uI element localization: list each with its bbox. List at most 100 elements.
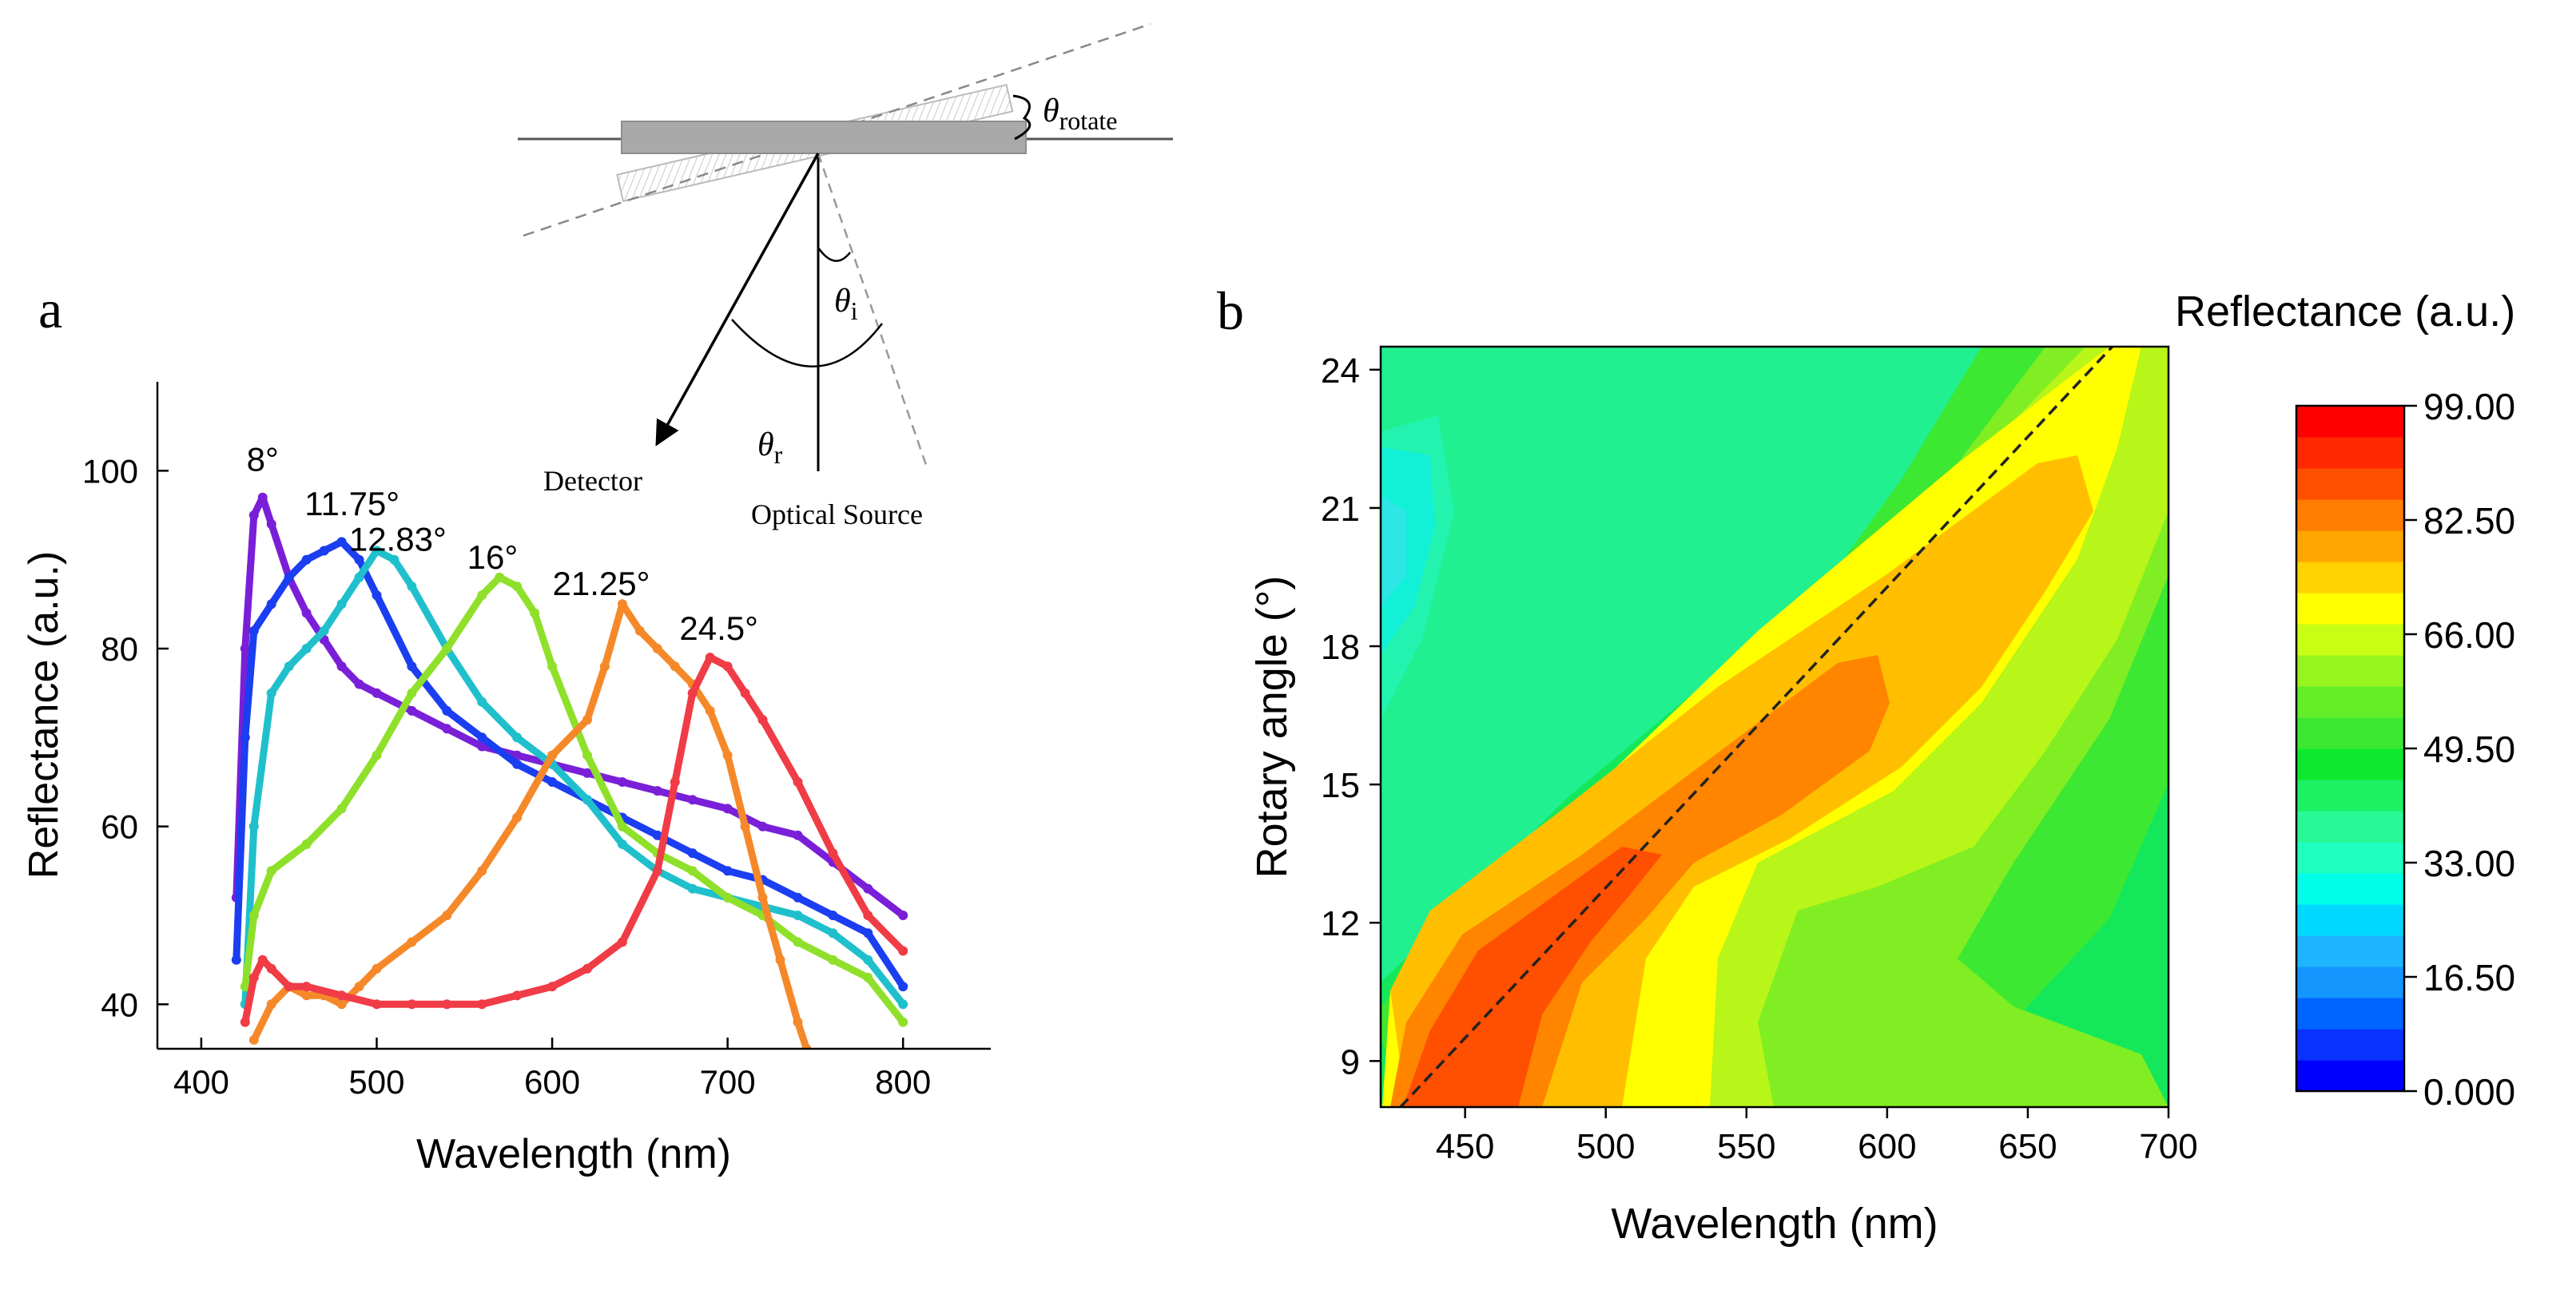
- data-point: [863, 972, 873, 982]
- colorbar-tick-label: 99.00: [2423, 386, 2515, 427]
- series-line: [233, 494, 907, 919]
- x-tick-label: 550: [1717, 1127, 1775, 1166]
- data-point: [301, 554, 312, 565]
- detector-label: Detector: [543, 465, 642, 497]
- colorbar-band: [2296, 998, 2404, 1030]
- y-tick-label: 100: [82, 452, 138, 490]
- colorbar-band: [2296, 437, 2404, 469]
- data-point: [617, 839, 627, 849]
- data-point: [477, 741, 487, 752]
- data-point: [266, 688, 276, 698]
- x-tick-label: 500: [348, 1063, 404, 1101]
- data-point: [248, 1034, 259, 1045]
- theta-i-label: θi: [834, 283, 858, 325]
- data-point: [266, 866, 276, 876]
- data-point: [266, 999, 276, 1010]
- data-point: [336, 999, 347, 1010]
- colorbar-band: [2296, 530, 2404, 562]
- data-point: [617, 599, 627, 609]
- data-point: [442, 705, 452, 716]
- colorbar-band: [2296, 1029, 2404, 1061]
- y-tick-label: 9: [1341, 1042, 1360, 1082]
- colorbar-band: [2296, 1060, 2404, 1092]
- data-point: [547, 777, 558, 787]
- data-point: [652, 786, 662, 796]
- colorbar-band: [2296, 686, 2404, 718]
- data-point: [599, 661, 610, 672]
- data-point: [512, 732, 523, 743]
- source-beam-dashed: [817, 153, 928, 468]
- data-point: [372, 546, 382, 556]
- colorbar-band: [2296, 935, 2404, 967]
- data-point: [687, 688, 698, 698]
- colorbar-band: [2296, 468, 2404, 500]
- data-point: [687, 795, 698, 805]
- x-tick-label: 650: [1998, 1127, 2057, 1166]
- data-point: [652, 866, 662, 876]
- data-point: [354, 572, 364, 582]
- data-point: [319, 546, 329, 556]
- data-point: [793, 937, 803, 947]
- data-point: [775, 955, 785, 965]
- colorbar-band: [2296, 593, 2404, 625]
- colorbar-band: [2296, 811, 2404, 843]
- contour-level: [1403, 847, 1662, 1107]
- data-point: [301, 982, 312, 992]
- theta-rotate-label: θrotate: [1043, 93, 1117, 135]
- x-tick-label: 700: [700, 1063, 756, 1101]
- data-point: [722, 866, 733, 876]
- x-tick-label: 800: [875, 1063, 931, 1101]
- data-point: [722, 804, 733, 814]
- panel-a: a 8° 11.75°12.83° 16° 21.25° 24.5° 400 500 600…: [21, 279, 991, 1177]
- data-point: [354, 679, 364, 689]
- colorbar-tick-label: 49.50: [2423, 728, 2515, 770]
- data-point: [266, 963, 276, 974]
- data-point: [617, 777, 627, 787]
- data-point: [336, 804, 347, 814]
- data-point: [687, 848, 698, 859]
- colorbar-band: [2296, 499, 2404, 531]
- data-point: [512, 750, 523, 760]
- data-point: [301, 644, 312, 653]
- colorbar-band: [2296, 967, 2404, 998]
- data-point: [722, 750, 733, 760]
- data-point: [336, 537, 347, 547]
- x-tick-label: 400: [173, 1063, 229, 1101]
- x-tick-label: 600: [524, 1063, 580, 1101]
- data-point: [477, 697, 487, 707]
- series-label: 24.5°: [679, 609, 758, 647]
- colorbar-band: [2296, 562, 2404, 593]
- series-label: 12.83°: [349, 521, 447, 558]
- y-tick-label: 80: [101, 630, 138, 668]
- panel-b-x-ticks: 450 500 550 600 650 700: [1436, 1107, 2198, 1166]
- data-point: [547, 750, 558, 760]
- colorbar-band: [2296, 748, 2404, 780]
- data-point: [407, 661, 417, 672]
- data-point: [582, 768, 592, 778]
- data-point: [863, 883, 873, 894]
- data-point: [722, 661, 733, 672]
- colorbar-bands: [2296, 406, 2404, 1092]
- data-point: [722, 892, 733, 903]
- data-point: [652, 830, 662, 840]
- data-point: [757, 715, 768, 725]
- data-point: [442, 644, 452, 653]
- sample-plate: [621, 121, 1027, 154]
- data-point: [372, 750, 382, 760]
- data-point: [336, 599, 347, 609]
- data-point: [257, 955, 268, 965]
- data-point: [354, 554, 364, 565]
- data-point: [248, 972, 259, 982]
- data-point: [801, 1044, 812, 1049]
- data-point: [582, 963, 592, 974]
- data-point: [757, 821, 768, 832]
- colorbar-band: [2296, 717, 2404, 749]
- theta-r-label: θr: [757, 427, 783, 469]
- data-point: [248, 625, 259, 636]
- data-point: [240, 1017, 250, 1027]
- data-point: [372, 590, 382, 601]
- panel-b: b 450 500 550 600 650 700 9 12 15 18 21 24 Wavelen…: [1217, 280, 2515, 1248]
- data-point: [301, 608, 312, 618]
- data-point: [793, 830, 803, 840]
